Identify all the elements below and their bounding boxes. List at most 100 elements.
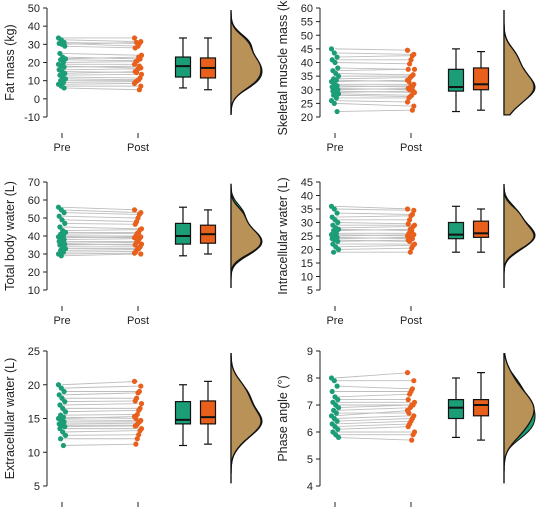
post-point [404,47,411,53]
pair-line [334,234,412,237]
post-point [404,370,411,376]
y-tick-label: 45 [301,177,313,189]
pair-line [334,100,412,103]
pre-point [56,213,62,219]
y-tick-label: 70 [28,177,40,189]
pre-point [57,50,63,57]
y-tick-label: 30 [28,39,40,51]
pair-line [61,68,139,71]
panel-1: -10 0 10 20 30 40 50 Fat mass (kg) Pre Post [3,3,263,154]
pair-line [61,42,139,44]
pair-line [61,226,139,230]
pair-line [61,76,139,79]
y-tick-label: 40 [28,231,40,243]
overlap-density [230,353,262,484]
pre-point [62,409,69,415]
y-tick-label: 25 [301,98,313,110]
pair-line [61,241,139,244]
pre-point [335,238,341,244]
post-point [408,213,414,219]
pair-line [61,65,139,69]
pair-line [61,215,139,219]
y-tick-label: 20 [301,112,313,124]
pair-line [61,222,139,225]
pair-line [61,250,139,253]
pre-point [335,73,342,79]
pair-line [334,215,412,218]
pre-point [331,100,337,106]
pair-line [61,229,139,232]
post-point [405,66,411,72]
y-tick-label: 20 [301,245,313,257]
pre-point [335,91,342,97]
y-tick-label: 20 [28,380,40,392]
y-tick-label: 5 [34,481,40,493]
y-tick-label: 30 [301,218,313,230]
post-point [405,221,411,227]
pair-line [334,87,412,91]
x-tick-label: Post [400,142,422,154]
post-point [131,235,138,241]
post-point [404,206,411,212]
pre-point [335,65,341,71]
pre-point [328,46,335,52]
pre-point [62,220,68,226]
y-axis-label: Extracellular water (L) [3,358,17,480]
pair-line [334,93,412,96]
pre-box [174,222,192,245]
y-tick-label: 60 [301,3,313,15]
post-box [472,67,490,91]
y-tick-label: 40 [301,58,313,70]
post-point [134,436,140,442]
post-point [405,237,411,243]
pair-line [61,416,139,419]
pre-point [329,388,335,395]
pair-line [334,420,412,425]
pre-point [61,64,67,70]
pair-line [334,52,412,55]
pair-line [61,422,139,425]
pair-line [61,419,139,421]
pre-point [333,77,339,83]
y-tick-label: 10 [28,285,40,297]
pair-line [334,90,412,93]
pair-line [334,68,412,72]
pre-point [333,95,339,101]
pre-point [331,206,337,212]
post-point [132,242,138,248]
pre-point [335,405,342,411]
pair-line [61,206,139,211]
post-point [132,423,138,429]
pre-point [61,388,67,395]
y-tick-label: -10 [24,112,40,124]
y-tick-label: 40 [28,21,40,33]
pair-line [61,59,139,62]
pair-line [334,423,412,428]
pre-box [447,68,465,92]
overlap-density [503,353,535,484]
pair-line [334,415,412,419]
post-point [407,249,413,255]
post-point [131,413,138,420]
pair-line [61,65,139,68]
pair-line [334,393,412,398]
pair-line [334,372,412,379]
x-tick-label: Pre [326,142,343,154]
pair-line [61,56,139,60]
pair-line [334,205,412,210]
pair-line [61,42,139,45]
post-point [136,87,142,93]
pre-point [335,226,342,232]
pre-point [60,442,66,449]
y-tick-label: 50 [28,3,40,15]
x-tick-label: Post [127,142,149,154]
y-axis-label: Total body water (L) [3,181,17,291]
post-point [409,107,415,113]
y-tick-label: 55 [301,17,313,29]
pre-point [335,434,342,440]
pre-point [335,426,341,432]
y-tick-label: 35 [301,204,313,216]
y-tick-label: 4 [307,481,313,493]
pair-line [61,253,139,257]
